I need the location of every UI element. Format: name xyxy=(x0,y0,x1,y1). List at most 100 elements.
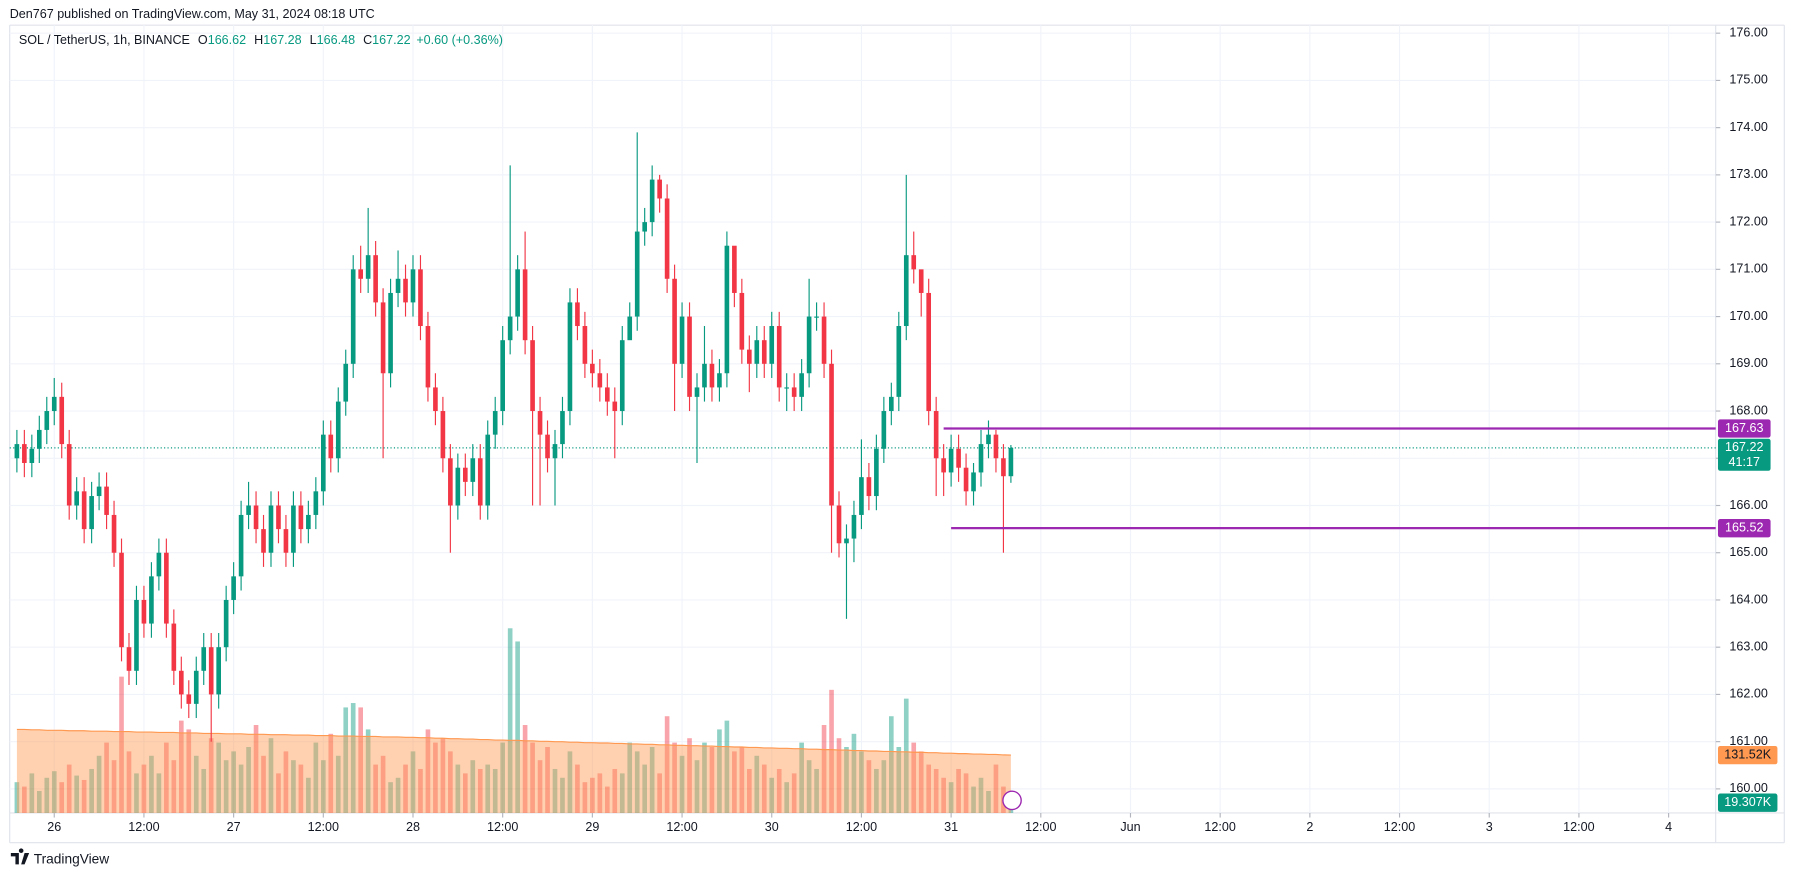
y-tick-label: 173.00 xyxy=(1729,167,1767,181)
candle-body xyxy=(971,472,976,492)
volume-bar xyxy=(866,760,872,813)
volume-bar xyxy=(410,751,416,813)
volume-bar xyxy=(739,747,745,813)
candle-body xyxy=(410,269,416,303)
candle-body xyxy=(732,245,737,293)
volume-bar xyxy=(328,733,334,813)
volume-value: 19.307K xyxy=(1724,795,1771,809)
volume-bar xyxy=(425,729,431,813)
candle-body xyxy=(978,444,984,473)
candle-body xyxy=(111,514,117,553)
candle-body xyxy=(530,340,535,412)
volume-bar xyxy=(687,738,692,813)
candle-body xyxy=(761,340,767,364)
volume-bar xyxy=(859,751,864,813)
candle-body xyxy=(59,396,65,445)
volume-bar xyxy=(597,773,603,813)
candle-body xyxy=(403,278,408,303)
volume-bar xyxy=(672,742,677,813)
y-tick-label: 174.00 xyxy=(1729,120,1767,134)
candle-body xyxy=(156,552,162,577)
candle-body xyxy=(784,387,790,389)
volume-bar xyxy=(694,760,700,813)
candle-body xyxy=(739,292,745,350)
volume-bar xyxy=(365,729,371,813)
volume-bar xyxy=(537,760,543,813)
legend-key: L xyxy=(310,33,317,47)
volume-bar xyxy=(313,742,319,813)
volume-bar xyxy=(784,782,790,813)
y-tick-label: 172.00 xyxy=(1729,214,1767,228)
candle-body xyxy=(619,340,625,412)
volume-ma-area xyxy=(16,729,1011,813)
volume-bar xyxy=(171,760,177,813)
header: Den767 published on TradingView.com, May… xyxy=(10,7,375,21)
volume-bar xyxy=(388,782,393,813)
volume-bar xyxy=(141,764,147,813)
candle-body xyxy=(104,486,109,515)
price-label: 165.52 xyxy=(1725,520,1763,534)
price-label-box xyxy=(1717,419,1771,438)
volume-bar xyxy=(276,773,281,813)
volume-bar xyxy=(769,777,775,813)
x-tick-label: 12:00 xyxy=(1204,820,1235,834)
candle-body xyxy=(141,599,147,624)
x-tick-label: 29 xyxy=(585,820,599,834)
candle-body xyxy=(119,552,124,648)
candle-body xyxy=(1008,447,1014,477)
y-tick-label: 166.00 xyxy=(1729,498,1767,512)
candle-body xyxy=(246,505,251,515)
volume-bar xyxy=(261,755,266,813)
candle-body xyxy=(66,444,72,506)
candle-body xyxy=(328,434,334,459)
candle-body xyxy=(829,363,834,506)
volume-bar xyxy=(433,742,438,813)
candle-body xyxy=(298,505,304,530)
candle-body xyxy=(313,491,319,515)
candle-body xyxy=(238,514,244,577)
x-tick-label: 3 xyxy=(1486,820,1493,834)
candle-body xyxy=(44,411,50,430)
volume-bar xyxy=(193,755,199,813)
volume-box xyxy=(1717,793,1778,812)
volume-bar xyxy=(201,768,207,813)
volume-bar xyxy=(156,773,162,813)
candle-body xyxy=(74,491,79,506)
volume-bar xyxy=(126,751,132,813)
candle-body xyxy=(717,373,722,388)
candle-body xyxy=(956,448,961,468)
candle-body xyxy=(231,576,236,600)
volume-bar xyxy=(881,760,887,813)
candle-body xyxy=(22,444,27,463)
volume-bar xyxy=(298,764,304,813)
volume-bar xyxy=(791,773,797,813)
volume-bar xyxy=(477,768,483,813)
candle-body xyxy=(253,505,259,530)
volume-bar xyxy=(462,773,468,813)
y-tick-label: 162.00 xyxy=(1729,687,1767,701)
legend-value: 167.22 xyxy=(372,33,410,47)
volume-bar xyxy=(829,689,834,813)
candle-body xyxy=(881,411,887,449)
x-tick-label: 30 xyxy=(765,820,779,834)
volume-bar xyxy=(709,747,715,813)
y-tick-label: 163.00 xyxy=(1729,640,1767,654)
price-label-box xyxy=(1717,519,1771,538)
candle-body xyxy=(664,198,670,279)
candle-body xyxy=(709,363,715,388)
candle-body xyxy=(373,255,378,303)
volume-bar xyxy=(104,742,109,813)
legend-value: 167.28 xyxy=(263,33,301,47)
volume-bar xyxy=(582,782,588,813)
volume-bar xyxy=(702,742,707,813)
candle-body xyxy=(186,694,192,704)
x-tick-label: 26 xyxy=(47,820,61,834)
candle-body xyxy=(941,458,946,473)
volume-bar xyxy=(149,755,154,813)
volume-bar xyxy=(679,755,685,813)
volume-bar xyxy=(178,720,184,813)
candle-body xyxy=(672,278,677,364)
x-tick-label: 4 xyxy=(1665,820,1672,834)
candle-body xyxy=(806,316,812,374)
